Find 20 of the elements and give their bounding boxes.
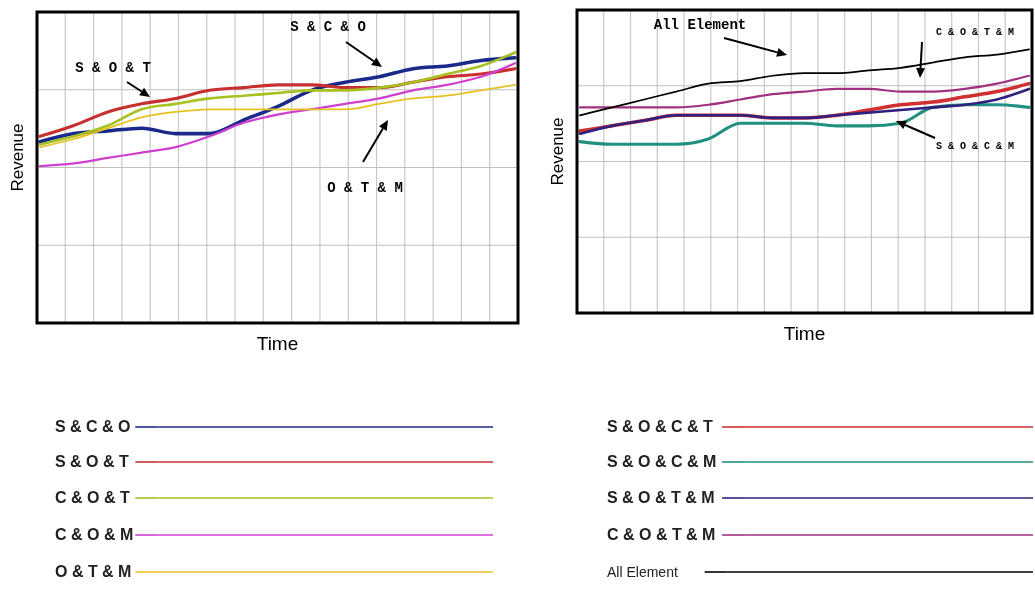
legend-label: O & T & M [55,563,132,580]
legend-label: C & O & T & M [607,526,716,543]
annotation: S & O & T [75,60,151,76]
text: S & C & O [290,19,366,35]
annotation: S & O & C & M [935,141,1015,152]
x-axis-title: Time [256,333,299,354]
legend-label: S & O & T & M [607,489,715,506]
legend-label: C & O & M [55,526,134,543]
legend-label: S & O & C & M [607,453,717,470]
text: C & O & T & M [935,27,1015,38]
text: All Element [653,17,747,33]
legend-label: S & O & T [55,453,130,470]
y-axis-title: Revenue [548,117,567,186]
legend-label: All Element [607,564,678,580]
legend-label: C & O & T [55,489,130,506]
y-axis-title: Revenue [8,123,27,192]
annotation: O & T & M [327,180,403,196]
x-axis-title: Time [783,323,826,344]
legend-label: S & O & C & T [607,418,714,435]
legend-label: S & C & O [55,418,131,435]
